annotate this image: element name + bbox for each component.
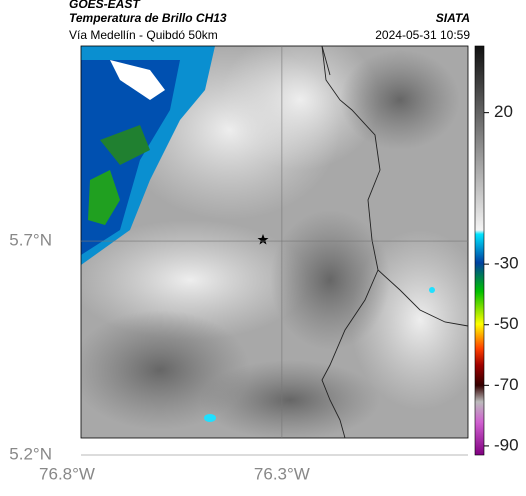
- colorbar: [474, 45, 485, 456]
- source: SIATA: [436, 11, 470, 25]
- colorbar-tick-label: -90: [494, 435, 519, 454]
- map-frame: [80, 45, 469, 439]
- lat-tick-label: 5.7°N: [9, 231, 52, 250]
- route: Vía Medellín - Quibdó 50km: [69, 28, 218, 42]
- lon-tick-label: 76.8°W: [39, 464, 95, 483]
- timestamp: 2024-05-31 10:59: [375, 28, 470, 42]
- map-marks: [257, 234, 269, 245]
- city-marker: [257, 234, 269, 245]
- colorbar-tick-label: -50: [494, 314, 519, 333]
- lon-tick-label: 76.3°W: [254, 464, 310, 483]
- satellite-image: [81, 46, 468, 438]
- borders: [321, 45, 469, 439]
- title: GOES-EAST: [69, 0, 141, 11]
- colorbar-tick-label: 20: [494, 102, 513, 121]
- colorbar-tick-label: -30: [494, 254, 519, 273]
- lat-tick-label: 5.2°N: [9, 444, 52, 463]
- subtitle: Temperatura de Brillo CH13: [69, 11, 227, 25]
- colorbar-tick-label: -70: [494, 375, 519, 394]
